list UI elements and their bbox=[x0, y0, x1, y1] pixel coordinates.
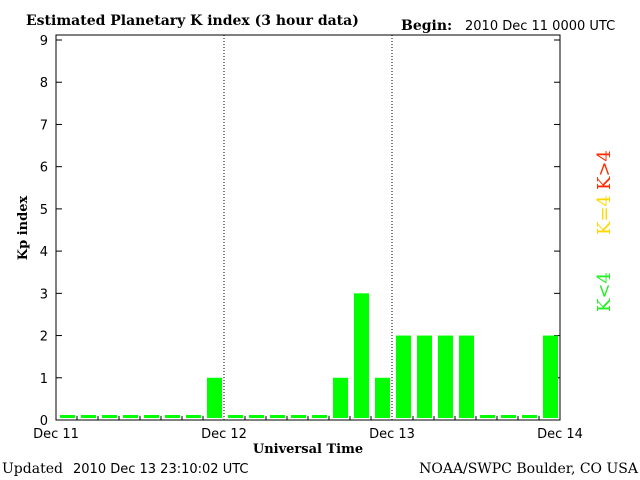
x-tick-label: Dec 13 bbox=[369, 427, 415, 442]
y-tick-label: 6 bbox=[40, 161, 48, 176]
begin-label: Begin: bbox=[401, 18, 452, 34]
legend-k-below-4: K<4 bbox=[594, 272, 615, 312]
credit-text: NOAA/SWPC Boulder, CO USA bbox=[419, 461, 639, 477]
y-tick-label: 9 bbox=[40, 34, 48, 49]
x-axis-ticks: Dec 11 Dec 12 Dec 13 Dec 14 bbox=[33, 416, 583, 442]
kp-bar bbox=[522, 415, 537, 418]
kp-bar bbox=[81, 415, 96, 418]
y-axis-title: Kp index bbox=[16, 196, 31, 261]
begin-value: 2010 Dec 11 0000 UTC bbox=[465, 19, 615, 34]
y-tick-label: 4 bbox=[40, 245, 48, 260]
kp-bar bbox=[270, 415, 285, 418]
kp-bar bbox=[417, 335, 432, 418]
kp-bar bbox=[144, 415, 159, 418]
y-tick-label: 8 bbox=[40, 76, 48, 91]
legend-k-equals-4: K=4 bbox=[594, 195, 615, 235]
x-tick-label: Dec 12 bbox=[201, 427, 247, 442]
y-tick-label: 7 bbox=[40, 118, 48, 133]
kp-bar bbox=[333, 377, 348, 418]
kp-bar bbox=[480, 415, 495, 418]
kp-bar bbox=[102, 415, 117, 418]
kp-bar bbox=[186, 415, 201, 418]
y-tick-label: 1 bbox=[40, 372, 48, 387]
kp-bar bbox=[207, 377, 222, 418]
x-tick-label: Dec 14 bbox=[537, 427, 583, 442]
kp-bar bbox=[438, 335, 453, 418]
y-tick-label: 0 bbox=[40, 414, 48, 429]
plot-frame bbox=[55, 34, 561, 421]
kp-bar bbox=[312, 415, 327, 418]
y-tick-label: 5 bbox=[40, 203, 48, 218]
legend-k-above-4: K>4 bbox=[594, 150, 615, 190]
y-tick-label: 2 bbox=[40, 330, 48, 345]
kp-bar bbox=[291, 415, 306, 418]
updated-label: Updated bbox=[2, 461, 63, 477]
kp-bar bbox=[354, 293, 369, 418]
chart-title: Estimated Planetary K index (3 hour data… bbox=[26, 13, 359, 29]
kp-bar bbox=[375, 377, 390, 418]
kp-bar bbox=[459, 335, 474, 418]
x-axis-title: Universal Time bbox=[253, 442, 363, 457]
x-tick-label: Dec 11 bbox=[33, 427, 79, 442]
day-separators bbox=[223, 35, 393, 420]
kp-bar bbox=[396, 335, 411, 418]
kp-bar bbox=[228, 415, 243, 418]
updated-value: 2010 Dec 13 23:10:02 UTC bbox=[73, 462, 248, 477]
kp-bar bbox=[501, 415, 516, 418]
kp-bar bbox=[60, 415, 75, 418]
kp-bar bbox=[543, 335, 558, 418]
kp-bars bbox=[60, 293, 558, 418]
kp-bar bbox=[123, 415, 138, 418]
y-axis-ticks: 0 1 2 3 4 5 6 7 8 9 bbox=[40, 34, 560, 429]
kp-bar bbox=[165, 415, 180, 418]
kp-bar bbox=[249, 415, 264, 418]
y-tick-label: 3 bbox=[40, 287, 48, 302]
